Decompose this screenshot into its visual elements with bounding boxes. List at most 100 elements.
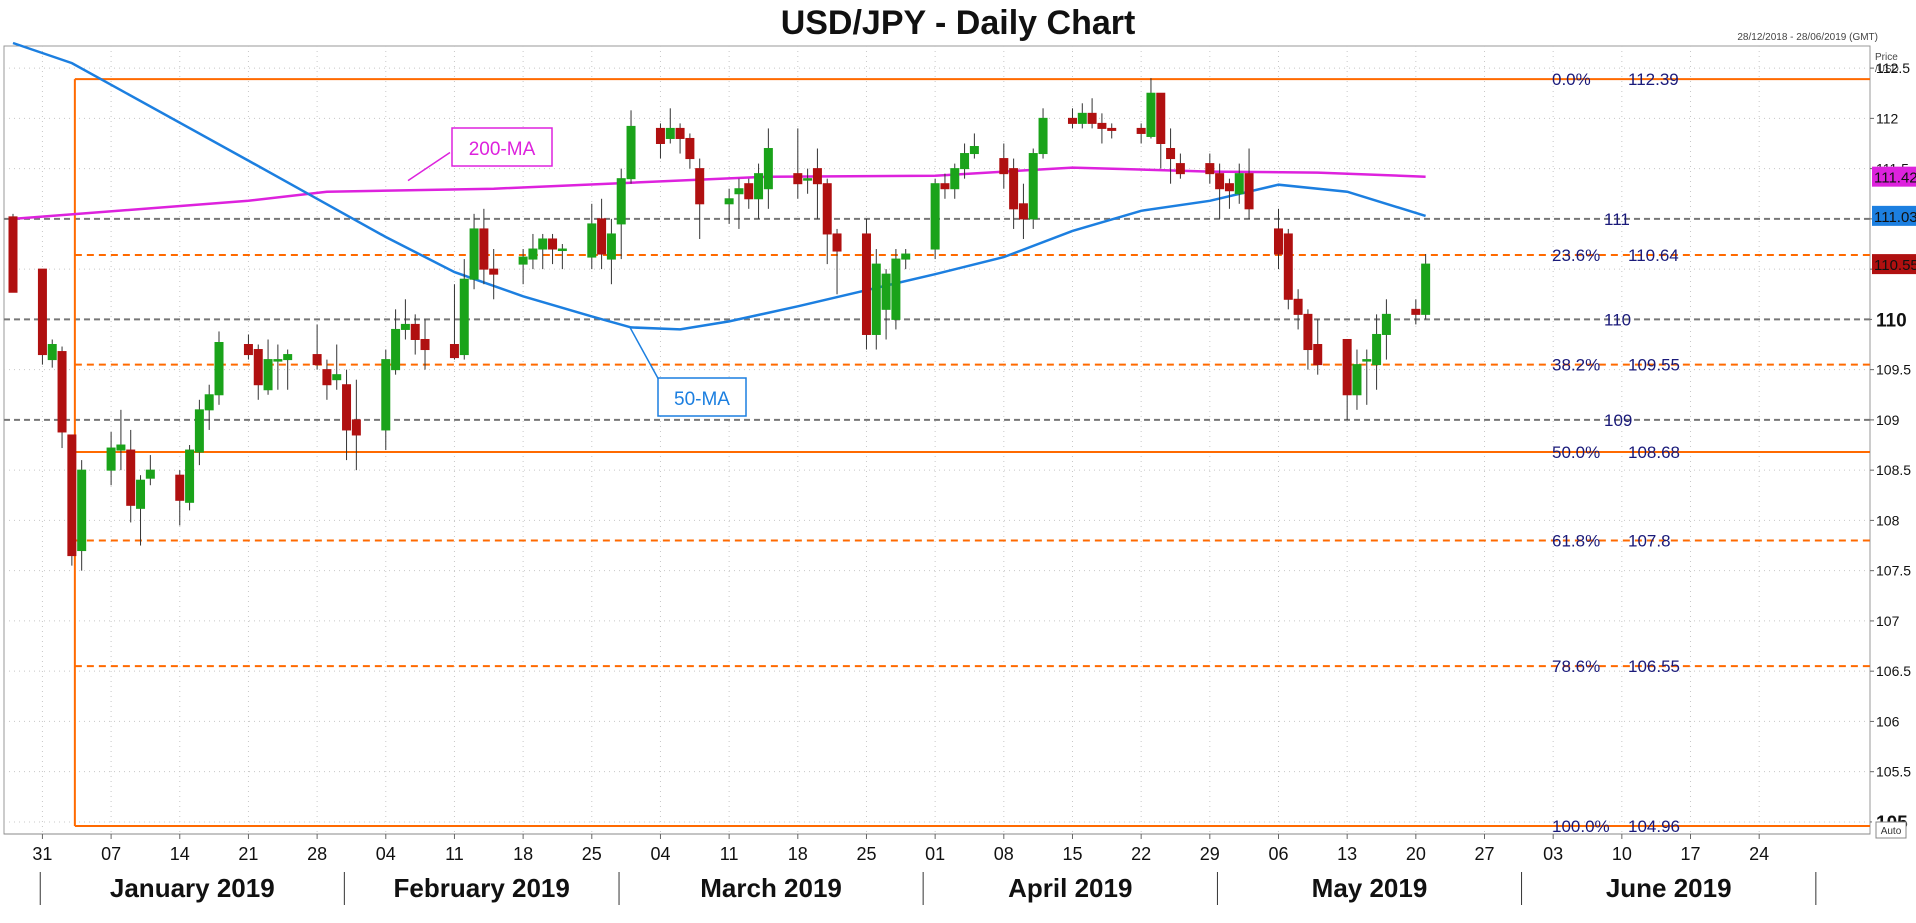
candle-body [1372,333,1382,366]
candle-body [1156,92,1166,144]
candle-body [744,183,754,200]
candle-body [901,253,911,260]
candle-body [253,349,263,386]
candle-body [1411,308,1421,315]
candle-body [1362,359,1372,362]
candle-body [822,183,832,235]
candle-body [1077,112,1087,124]
x-tick-label: 04 [650,844,670,864]
candle-body [145,469,155,479]
candle-body [793,173,803,185]
candle-body [283,354,293,361]
candle-body [322,369,332,386]
candle-body [724,198,734,205]
candle-body [1303,313,1313,351]
candle-body [37,268,47,356]
y-tick-label: 108.5 [1876,462,1911,478]
candle-body [243,344,253,356]
x-tick-label: 27 [1474,844,1494,864]
candle-body [175,474,185,501]
candle-body [930,183,940,250]
candle-body [1097,122,1107,129]
candle-body [665,127,675,139]
candle-body [969,146,979,155]
candle-body [538,238,548,250]
candle-body [351,419,361,436]
month-label: June 2019 [1606,873,1732,903]
candle-body [812,168,822,185]
x-tick-label: 14 [170,844,190,864]
candle-body [695,168,705,205]
candle-body [67,434,77,557]
candle-body [861,233,871,335]
fib-pct-label: 38.2% [1552,356,1600,375]
x-tick-label: 15 [1062,844,1082,864]
x-tick-label: 13 [1337,844,1357,864]
y-tick-label: 105.5 [1876,764,1911,780]
candle-body [950,168,960,190]
candle-body [1028,153,1038,220]
candle-body [803,178,813,181]
y-tick-label: 109 [1876,412,1900,428]
candle-body [391,328,401,371]
x-tick-label: 21 [238,844,258,864]
candle-body [1313,344,1323,366]
candle-body [136,479,146,509]
y-tick-label: 112 [1876,110,1899,126]
fib-pct-label: 23.6% [1552,246,1600,265]
x-tick-label: 20 [1406,844,1426,864]
candle-body [185,449,195,503]
x-tick-label: 04 [376,844,396,864]
candle-body [1421,263,1431,315]
candle-body [655,127,665,144]
candle-body [597,218,607,255]
fib-pct-label: 0.0% [1552,70,1591,89]
y-tick-label: 108 [1876,512,1900,528]
month-label: May 2019 [1312,873,1428,903]
x-tick-label: 08 [994,844,1014,864]
candle-body [410,323,420,340]
bold-axis-bg [1872,308,1916,331]
price-axis-unit: /USD [1875,64,1899,75]
chart-title: USD/JPY - Daily Chart [780,4,1136,42]
candle-body [1273,228,1283,255]
candle-body [1136,127,1146,134]
candle-body [204,394,214,411]
month-label: January 2019 [110,873,275,903]
candle-body [1146,92,1156,137]
candle-body [891,258,901,320]
candle-body [106,447,116,471]
candle-body [616,178,626,225]
candle-body [675,127,685,139]
candle-body [881,273,891,310]
candle-body [763,148,773,190]
candle-body [449,344,459,359]
candle-body [1038,117,1048,155]
fib-value-label: 109.55 [1628,356,1680,375]
candle-body [1215,173,1225,190]
candle-body [489,268,499,275]
candle-body [1352,364,1362,396]
candle-body [1234,173,1244,195]
fib-value-label: 107.8 [1628,532,1671,551]
candle-body [1018,203,1028,220]
candle-body [960,153,970,170]
price-badge-label: 111.42 [1874,170,1916,187]
candle-body [557,248,567,252]
candle-body [626,125,636,180]
x-tick-label: 25 [582,844,602,864]
level-label: 111 [1604,210,1630,229]
level-label: 110 [1604,310,1631,329]
x-tick-label: 07 [101,844,121,864]
month-label: March 2019 [700,873,842,903]
candle-body [194,409,204,453]
candle-body [77,469,87,552]
ma200-pointer [407,151,451,182]
candle-body [126,449,136,506]
candle-body [734,188,744,195]
x-tick-label: 01 [925,844,945,864]
x-tick-label: 11 [720,844,739,864]
candle-body [1381,313,1391,335]
candle-body [342,384,352,431]
y-tick-label: 109.5 [1876,362,1911,378]
